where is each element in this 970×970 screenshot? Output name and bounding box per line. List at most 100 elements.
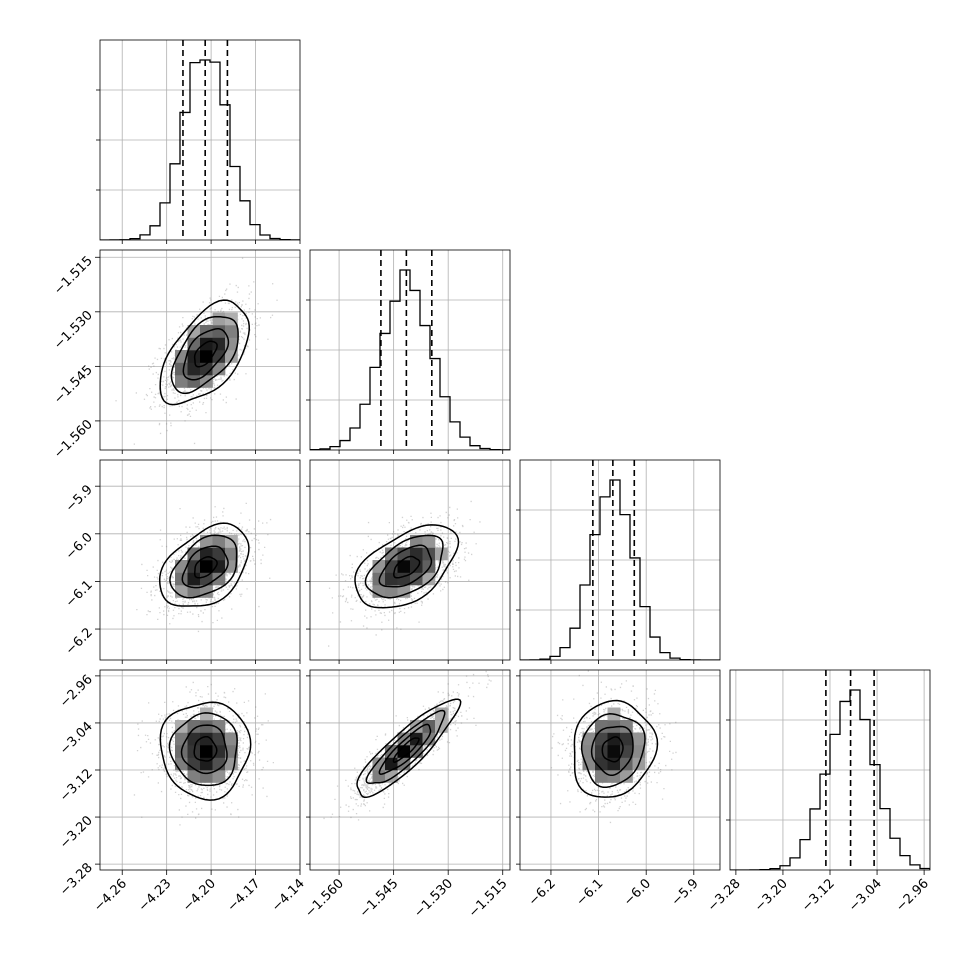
density-cell [620,770,633,783]
density-cell [212,362,226,376]
y-tick-label: −6.1 [63,578,96,611]
x-tick-label: −1.545 [357,876,402,921]
density-cell [187,720,201,733]
density-cell [385,745,398,758]
density-cell [212,547,226,561]
histogram-2 [520,479,720,660]
contour-level-2 [168,712,238,787]
y-tick-label: −1.515 [51,253,96,298]
contour-level-1 [590,725,634,777]
density-cell [200,732,213,746]
y-tick-label: −3.28 [57,860,96,899]
panel-frame [99,459,301,661]
contour-level-0 [601,736,624,763]
contour-level-1 [378,544,433,588]
contour-level-2 [169,534,238,599]
panel-3-1 [310,670,510,870]
density-cell [595,770,608,783]
x-tick-label: −1.530 [411,876,456,921]
density-cell [397,560,411,573]
y-tick-label: −6.2 [63,625,96,658]
density-cell [385,572,398,586]
density-cell [422,535,436,548]
y-tick-label: −3.12 [57,766,96,805]
density-cell [595,745,608,758]
x-tick-label: −6.2 [526,876,559,909]
density-cell [175,362,188,376]
density-cell [187,350,201,363]
density-cell [187,362,201,376]
density-cell [175,375,188,388]
density-cell [422,572,436,586]
panel-frame [309,459,511,661]
density-cell [175,560,188,573]
density-cell [620,732,633,746]
density-cell [200,560,213,573]
scatter-points [328,500,481,647]
diagonal-panel-0 [96,39,301,241]
density-cell [212,312,226,326]
panel-2-1 [310,460,510,660]
x-tick-label: −6.0 [621,876,654,909]
histogram-1 [310,269,510,450]
x-tick-label: −3.28 [705,876,744,915]
density-cell [212,325,226,338]
y-tick-label: −3.20 [57,813,96,852]
x-tick-label: −4.23 [136,876,175,915]
density-cell [225,325,238,338]
density-cell [175,757,188,771]
x-tick-label: −6.1 [573,876,606,909]
contour-level-0 [193,556,218,579]
y-tick-label: −6.0 [63,530,96,563]
contour-level-2 [365,709,446,784]
contour-level-1 [181,545,229,589]
density-cell [595,757,608,771]
density-cell [212,337,226,351]
density-cell [582,732,596,746]
x-tick-label: −4.17 [225,876,264,915]
density-cell [607,732,621,746]
density-cell [225,547,238,561]
density-cell [397,585,411,598]
density-cell [372,770,386,783]
density-cell [372,585,386,598]
density-cell [385,757,398,771]
density-cell [187,572,201,586]
x-tick-label: −3.12 [799,876,838,915]
density-cell [212,770,226,783]
density-cell [200,745,213,758]
x-tick-label: −1.515 [466,876,511,921]
density-cell [410,560,423,573]
scatter-points [550,670,677,824]
density-cell [175,572,188,586]
histogram-0 [100,59,300,240]
density-cell [187,770,201,783]
y-tick-label: −1.560 [51,417,96,462]
x-tick-label: −4.26 [91,876,130,915]
x-tick-label: −3.04 [846,876,885,915]
density-cell [372,560,386,573]
density-cell [200,707,213,721]
density-cell [225,745,238,758]
density-cell [410,732,423,746]
density-cell [435,707,448,721]
x-tick-label: −4.20 [180,876,219,915]
density-cell [200,572,213,586]
contour-level-1 [182,328,230,381]
contour-level-3 [354,524,460,609]
contour-level-0 [393,555,421,579]
density-cell [212,350,226,363]
panel-1-0 [100,250,300,450]
density-cell [582,745,596,758]
density-cell [607,745,621,758]
density-cell [200,337,213,351]
panel-frame [99,249,301,451]
y-tick-label: −1.545 [51,363,96,408]
y-tick-label: −3.04 [57,719,96,758]
x-tick-label: −3.20 [752,876,791,915]
density-cell [582,757,596,771]
panel-3-0 [100,670,300,870]
scatter-points [115,257,278,445]
contour-level-3 [573,699,659,798]
